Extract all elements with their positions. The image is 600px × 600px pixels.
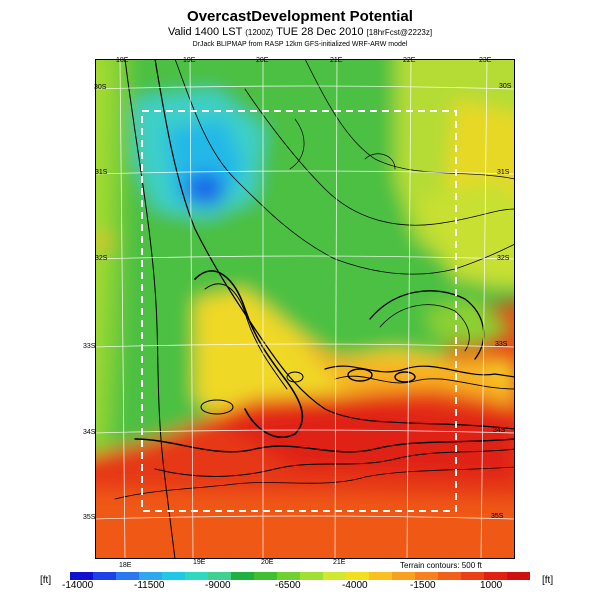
chart-title: OvercastDevelopment Potential — [187, 8, 413, 25]
lon-label-top: 20E — [256, 57, 269, 64]
colorbar-segment — [116, 572, 140, 580]
colorbar-tick-label: 1000 — [480, 580, 503, 591]
lat-label-right: 31S — [497, 169, 510, 176]
colorbar-unit-left: [ft] — [40, 575, 52, 586]
colorbar-segment — [415, 572, 439, 580]
lat-label-left: 31S — [95, 169, 108, 176]
colorbar-segment — [231, 572, 255, 580]
lat-label-right: 30S — [499, 83, 512, 90]
colorbar-tick-label: -11500 — [134, 580, 165, 591]
lon-label-top: 18E — [116, 57, 129, 64]
colorbar-tick-label: -9000 — [205, 580, 231, 591]
colorbar-segment — [323, 572, 347, 580]
valid-time: Valid 1400 LST (1200Z) TUE 28 Dec 2010 [… — [0, 26, 600, 38]
lat-label-left: 35S — [83, 514, 96, 521]
lat-lon-grid — [95, 59, 515, 559]
colorbar-segment — [162, 572, 186, 580]
colorbar — [70, 572, 530, 580]
lat-label-right: 35S — [491, 513, 504, 520]
colorbar-segment — [461, 572, 485, 580]
lon-label-top: 19E — [183, 57, 196, 64]
colorbar-segment — [139, 572, 163, 580]
lon-label-bottom: 18E — [119, 562, 132, 569]
colorbar-segment — [438, 572, 462, 580]
lat-label-left: 34S — [83, 429, 96, 436]
valid-prefix: Valid 1400 LST — [167, 26, 243, 38]
colorbar-segment — [369, 572, 393, 580]
colorbar-segment — [346, 572, 370, 580]
map-panel: 18E 19E 20E 21E 22E 23E 18E 19E 20E 21E … — [83, 57, 515, 569]
colorbar-tick-label: -6500 — [275, 580, 301, 591]
terrain-contour-note: Terrain contours: 500 ft — [400, 561, 482, 570]
lat-label-right: 34S — [493, 427, 506, 434]
colorbar-segment — [185, 572, 209, 580]
colorbar-tick-label: -4000 — [342, 580, 368, 591]
colorbar-segment — [300, 572, 324, 580]
colorbar-tick-label: -1500 — [410, 580, 436, 591]
lon-label-top: 23E — [479, 57, 492, 64]
forecast-info: [18hrFcst@2223z] — [366, 28, 433, 37]
inner-domain-box — [141, 110, 457, 512]
colorbar-segment — [277, 572, 301, 580]
colorbar-segment — [93, 572, 117, 580]
valid-utc: (1200Z) — [245, 28, 274, 37]
colorbar-segment — [254, 572, 278, 580]
lon-label-bottom: 19E — [193, 559, 206, 566]
lat-label-left: 30S — [94, 84, 107, 91]
model-credit: DrJack BLIPMAP from RASP 12km GFS-initia… — [192, 41, 408, 48]
lon-label-top: 22E — [403, 57, 416, 64]
colorbar-segment — [208, 572, 232, 580]
lon-label-bottom: 21E — [333, 559, 346, 566]
lon-label-top: 21E — [330, 57, 343, 64]
colorbar-tick-label: -14000 — [62, 580, 94, 591]
colorbar-segment — [484, 572, 508, 580]
colorbar-unit-right: [ft] — [542, 575, 554, 586]
lat-label-left: 33S — [83, 343, 96, 350]
valid-date: TUE 28 Dec 2010 — [276, 26, 364, 38]
colorbar-segment — [507, 572, 530, 580]
colorbar-segment — [70, 572, 94, 580]
lat-label-left: 32S — [95, 255, 108, 262]
lat-label-right: 32S — [497, 255, 510, 262]
terrain-contours — [114, 59, 515, 559]
forecast-map — [95, 59, 515, 559]
colorbar-segment — [392, 572, 416, 580]
field-shading — [95, 59, 515, 559]
lon-label-bottom: 20E — [261, 559, 274, 566]
lat-label-right: 33S — [495, 341, 508, 348]
